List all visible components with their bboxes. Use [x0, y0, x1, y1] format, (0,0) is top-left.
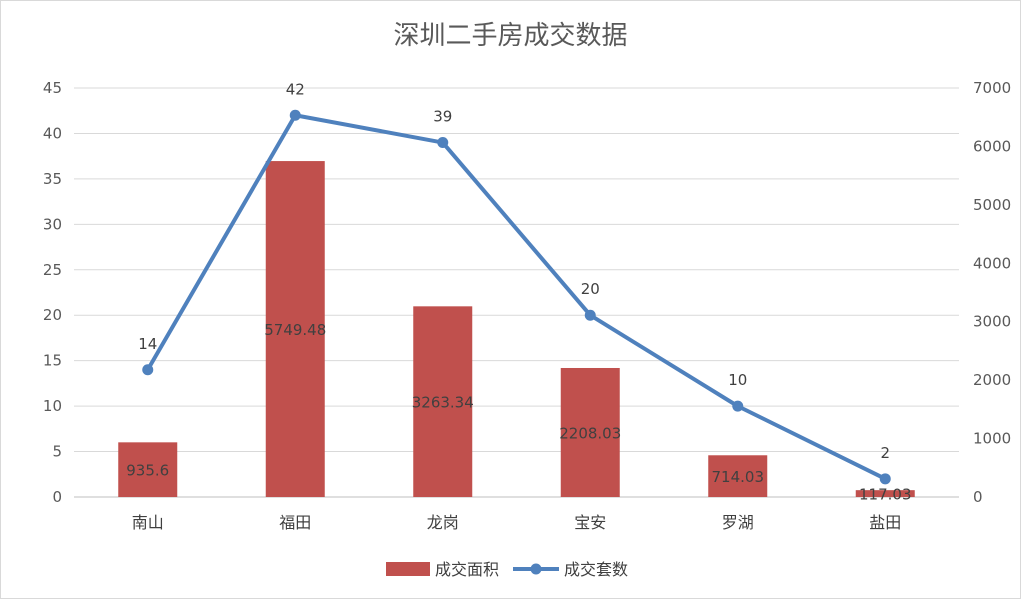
bar-data-label: 117.03 [859, 486, 912, 504]
line-path [146, 113, 887, 481]
left-tick-label: 25 [43, 261, 62, 279]
line-point [289, 109, 301, 121]
bar-data-label: 3263.34 [412, 394, 474, 412]
left-tick-label: 20 [43, 306, 62, 324]
line-data-label: 14 [138, 335, 157, 353]
gridlines [74, 87, 959, 498]
bar [413, 306, 473, 497]
category-label: 龙岗 [427, 513, 459, 532]
line-point [732, 400, 744, 412]
category-label: 南山 [132, 513, 164, 532]
right-tick-label: 6000 [973, 137, 1011, 155]
left-tick-label: 5 [52, 443, 62, 461]
legend: 成交面积 成交套数 [386, 560, 628, 579]
left-axis: 0 5 10 15 20 25 30 35 40 45 [43, 79, 62, 506]
right-tick-label: 7000 [973, 79, 1011, 97]
bar [118, 442, 178, 497]
bar-data-label: 935.6 [126, 462, 169, 480]
line-point [437, 137, 449, 149]
bar-data-label: 2208.03 [559, 424, 621, 442]
legend-swatch-bar [386, 562, 430, 576]
right-tick-label: 4000 [973, 254, 1011, 272]
right-tick-label: 5000 [973, 196, 1011, 214]
legend-label-line: 成交套数 [564, 560, 628, 579]
category-label: 宝安 [574, 513, 606, 532]
legend-marker-line [530, 563, 542, 575]
line-point [879, 473, 891, 485]
bar [708, 455, 768, 497]
line-data-label: 2 [880, 444, 890, 462]
line-data-label: 39 [433, 108, 452, 126]
line-data-label: 42 [286, 80, 305, 98]
left-tick-label: 35 [43, 170, 62, 188]
chart-title: 深圳二手房成交数据 [393, 21, 627, 51]
bar-series: 935.6 5749.48 3263.34 2208.03 714.03 117.03 [118, 161, 915, 504]
legend-label-bar: 成交面积 [435, 560, 499, 579]
bar-data-label: 5749.48 [264, 321, 326, 339]
right-tick-label: 2000 [973, 371, 1011, 389]
left-tick-label: 30 [43, 215, 62, 233]
right-tick-label: 1000 [973, 430, 1011, 448]
line-point [142, 364, 154, 376]
bar [855, 490, 915, 497]
left-tick-label: 0 [52, 488, 62, 506]
line-data-label: 10 [728, 371, 747, 389]
line-data-label: 20 [581, 280, 600, 298]
category-label: 盐田 [869, 513, 901, 532]
category-axis: 南山 福田 龙岗 宝安 罗湖 盐田 [132, 513, 902, 532]
left-tick-label: 15 [43, 352, 62, 370]
bar [560, 367, 620, 497]
right-tick-label: 3000 [973, 313, 1011, 331]
category-label: 福田 [279, 513, 311, 532]
left-tick-label: 45 [43, 79, 62, 97]
line-series: 14 42 39 20 10 2 [138, 80, 891, 485]
right-tick-label: 0 [973, 488, 983, 506]
line-point [584, 309, 596, 321]
category-label: 罗湖 [722, 513, 754, 532]
bar [265, 161, 325, 497]
left-tick-label: 10 [43, 397, 62, 415]
bar-data-label: 714.03 [712, 468, 765, 486]
right-axis: 0 1000 2000 3000 4000 5000 6000 7000 [973, 79, 1011, 506]
left-tick-label: 40 [43, 124, 62, 142]
